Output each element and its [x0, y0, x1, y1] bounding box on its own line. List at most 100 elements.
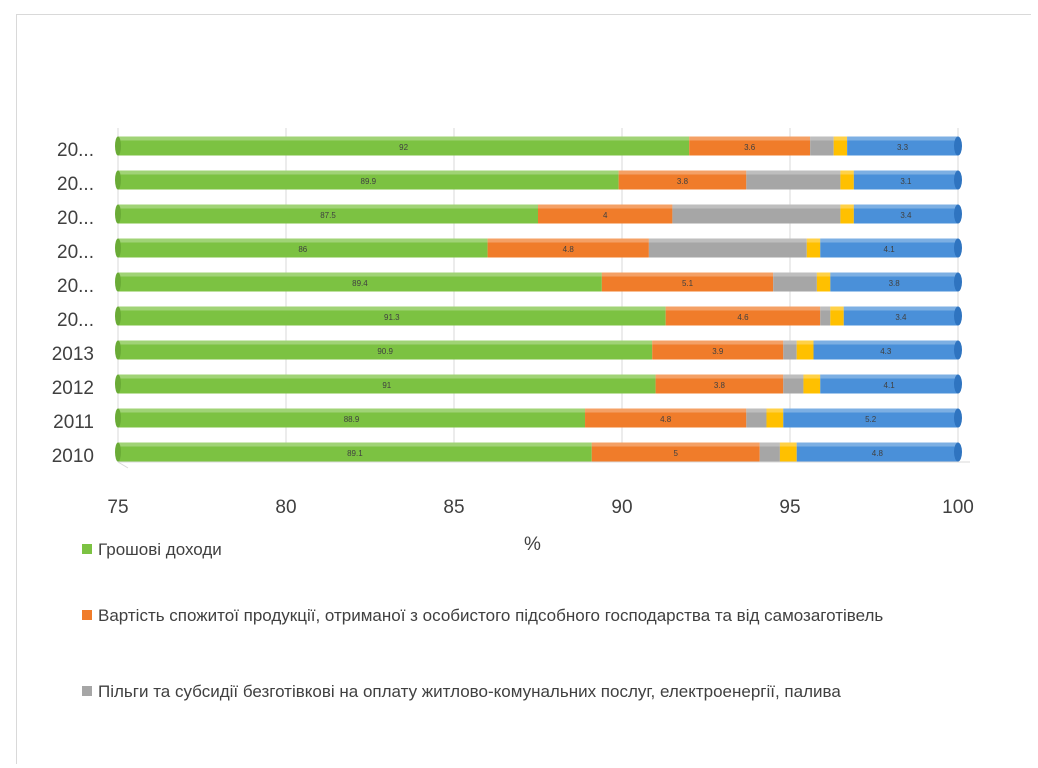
bar-segment: [118, 238, 488, 258]
data-label: 91: [382, 381, 391, 390]
bar-segment: [118, 136, 690, 156]
data-label: 3.4: [895, 313, 907, 322]
bar-highlight: [783, 374, 804, 379]
y-category-label: 20...: [57, 140, 94, 161]
data-label: 5.2: [865, 415, 877, 424]
bar-highlight: [118, 238, 488, 243]
bar-highlight: [813, 340, 958, 345]
bar-highlight: [796, 442, 958, 447]
bar-highlight: [118, 272, 602, 277]
bar-start-cap: [115, 408, 121, 428]
bar-end-cap: [954, 170, 962, 190]
bar-highlight: [820, 374, 958, 379]
data-label: 3.8: [714, 381, 726, 390]
bar-highlight: [591, 442, 760, 447]
bar-segment: [783, 374, 804, 394]
bar-segment: [820, 374, 958, 394]
data-label: 3.4: [900, 211, 912, 220]
bar-start-cap: [115, 340, 121, 360]
bar-end-cap: [954, 442, 962, 462]
bar-end-cap: [954, 272, 962, 292]
bar-segment: [759, 442, 780, 462]
bar-highlight: [830, 306, 844, 311]
bar-start-cap: [115, 272, 121, 292]
legend-entry-money-income: Грошові доходи: [82, 538, 982, 562]
bar-highlight: [806, 238, 821, 243]
y-category-label: 20...: [57, 242, 94, 263]
legend-swatch-icon: [82, 544, 92, 554]
bar-highlight: [853, 204, 958, 209]
bar-segment: [803, 374, 821, 394]
bar-segment: [810, 136, 834, 156]
bar-highlight: [843, 306, 958, 311]
data-label: 3.3: [897, 143, 909, 152]
bar-segment: [813, 340, 958, 360]
data-label: 4.6: [737, 313, 749, 322]
bar-highlight: [820, 306, 831, 311]
bar-segment: [672, 204, 841, 224]
bar-segment: [796, 442, 958, 462]
data-label: 5.1: [682, 279, 694, 288]
bar-segment: [118, 442, 592, 462]
y-category-label: 2011: [53, 412, 94, 433]
x-axis-floor: [117, 461, 129, 469]
bar-highlight: [766, 408, 784, 413]
bar-segment: [618, 170, 747, 190]
legend-label: Вартість спожитої продукції, отриманої з…: [98, 606, 884, 625]
x-tick-label: 80: [275, 497, 296, 518]
bar-end-cap: [954, 204, 962, 224]
data-label: 4.1: [884, 381, 896, 390]
bar-segment: [118, 374, 656, 394]
data-label: 89.1: [347, 449, 363, 458]
bar-segment: [796, 340, 814, 360]
bar-highlight: [538, 204, 673, 209]
bar-segment: [746, 408, 767, 428]
bar-segment: [746, 170, 841, 190]
data-label: 3.8: [677, 177, 689, 186]
data-label: 4: [603, 211, 608, 220]
bar-segment: [830, 306, 844, 326]
bar-segment: [585, 408, 747, 428]
bar-end-cap: [954, 374, 962, 394]
bar-highlight: [665, 306, 821, 311]
legend-swatch-icon: [82, 686, 92, 696]
y-category-label: 2013: [52, 344, 94, 365]
bar-highlight: [779, 442, 797, 447]
bar-segment: [655, 374, 784, 394]
x-tick-label: 85: [443, 497, 464, 518]
x-tick-label: 95: [779, 497, 800, 518]
bars: [115, 136, 962, 462]
bar-start-cap: [115, 306, 121, 326]
bar-segment: [840, 170, 854, 190]
bar-highlight: [118, 306, 666, 311]
bar-segment: [853, 204, 958, 224]
bar-start-cap: [115, 204, 121, 224]
y-category-label: 2012: [52, 378, 94, 399]
bar-segment: [820, 306, 831, 326]
bar-segment: [783, 340, 797, 360]
bar-highlight: [118, 170, 619, 175]
data-label: 3.6: [744, 143, 756, 152]
bar-highlight: [648, 238, 807, 243]
bar-start-cap: [115, 374, 121, 394]
bar-highlight: [118, 408, 586, 413]
data-labels: 92 3.6 3.3 89.9 3.8 3.1 87.5 4 3.4 86 4.8 4.1 89.4 5.…: [298, 143, 912, 458]
x-tick-label: 90: [611, 497, 632, 518]
bar-segment: [783, 408, 958, 428]
bar-segment: [853, 170, 958, 190]
bar-highlight: [810, 136, 834, 141]
bar-segment: [689, 136, 811, 156]
data-label: 4.1: [884, 245, 896, 254]
bar-segment: [830, 272, 958, 292]
bar-highlight: [847, 136, 958, 141]
bar-highlight: [652, 340, 784, 345]
bar-highlight: [853, 170, 958, 175]
bar-highlight: [783, 408, 958, 413]
bar-segment: [538, 204, 673, 224]
bar-highlight: [816, 272, 831, 277]
data-label: 86: [298, 245, 307, 254]
chart-frame-top: [16, 14, 1031, 15]
gridlines: [117, 128, 959, 462]
bar-segment: [118, 408, 586, 428]
